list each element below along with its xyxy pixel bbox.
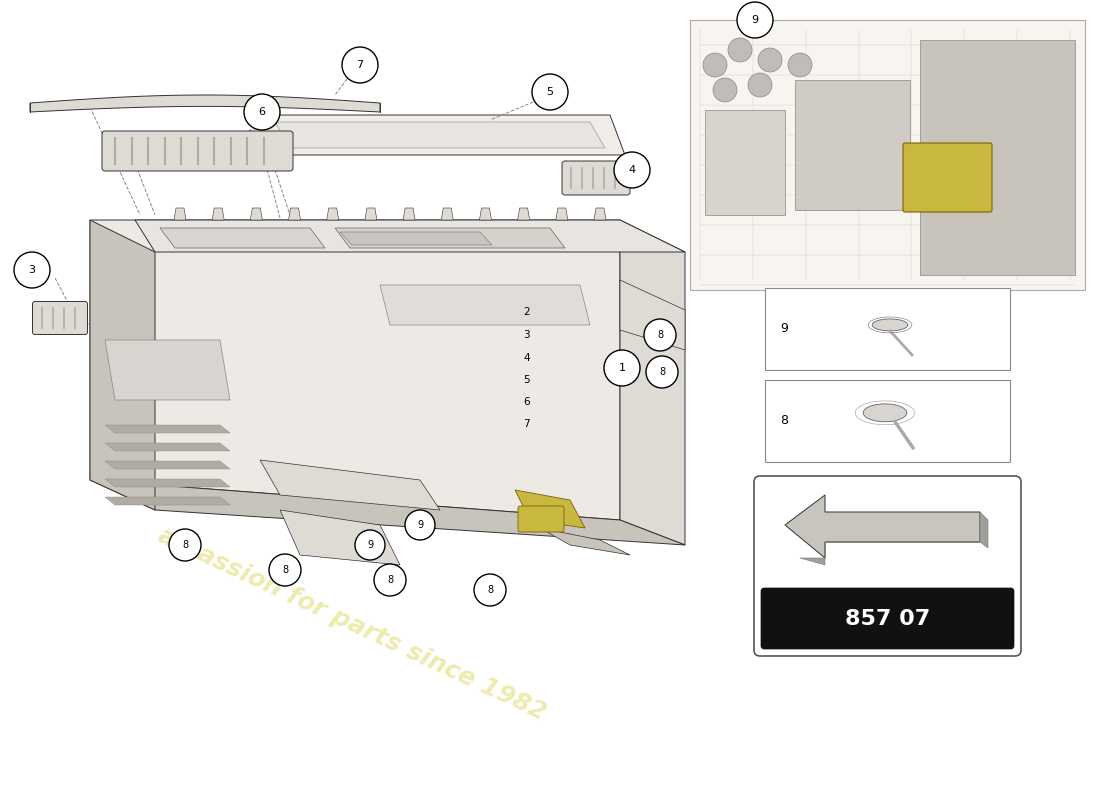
Polygon shape bbox=[864, 404, 907, 422]
Polygon shape bbox=[365, 208, 377, 220]
Circle shape bbox=[14, 252, 50, 288]
Polygon shape bbox=[920, 40, 1075, 275]
Text: 7: 7 bbox=[356, 60, 364, 70]
Polygon shape bbox=[556, 208, 568, 220]
Text: 9: 9 bbox=[751, 15, 759, 25]
Circle shape bbox=[644, 319, 676, 351]
Text: 8: 8 bbox=[487, 585, 493, 595]
Text: a passion for parts since 1982: a passion for parts since 1982 bbox=[154, 523, 550, 725]
Polygon shape bbox=[104, 497, 230, 505]
Text: 2: 2 bbox=[524, 307, 530, 317]
Circle shape bbox=[270, 554, 301, 586]
Polygon shape bbox=[800, 512, 988, 565]
Circle shape bbox=[703, 53, 727, 77]
Circle shape bbox=[737, 2, 773, 38]
Polygon shape bbox=[705, 110, 785, 215]
Polygon shape bbox=[594, 208, 606, 220]
Circle shape bbox=[405, 510, 435, 540]
Polygon shape bbox=[327, 208, 339, 220]
Text: 6: 6 bbox=[524, 397, 530, 407]
Polygon shape bbox=[30, 95, 379, 112]
Polygon shape bbox=[785, 495, 980, 558]
Polygon shape bbox=[104, 425, 230, 433]
FancyBboxPatch shape bbox=[33, 302, 88, 334]
Text: 4: 4 bbox=[628, 165, 636, 175]
FancyBboxPatch shape bbox=[764, 380, 1010, 462]
Polygon shape bbox=[90, 220, 155, 510]
Polygon shape bbox=[620, 280, 685, 350]
FancyBboxPatch shape bbox=[102, 131, 293, 171]
Circle shape bbox=[342, 47, 378, 83]
Text: 6: 6 bbox=[258, 107, 265, 117]
Text: 3: 3 bbox=[29, 265, 35, 275]
Polygon shape bbox=[480, 208, 492, 220]
Polygon shape bbox=[379, 285, 590, 325]
Polygon shape bbox=[104, 479, 230, 487]
Circle shape bbox=[355, 530, 385, 560]
Text: 8: 8 bbox=[387, 575, 393, 585]
Text: 9: 9 bbox=[417, 520, 424, 530]
Text: eto
parts: eto parts bbox=[806, 124, 954, 228]
Circle shape bbox=[614, 152, 650, 188]
Polygon shape bbox=[135, 220, 685, 252]
FancyBboxPatch shape bbox=[690, 20, 1085, 290]
Text: 5: 5 bbox=[524, 375, 530, 385]
Circle shape bbox=[374, 564, 406, 596]
Polygon shape bbox=[518, 208, 529, 220]
Polygon shape bbox=[104, 461, 230, 469]
Polygon shape bbox=[336, 228, 565, 248]
FancyBboxPatch shape bbox=[562, 161, 630, 195]
Text: 8: 8 bbox=[182, 540, 188, 550]
Text: 8: 8 bbox=[657, 330, 663, 340]
Text: 9: 9 bbox=[367, 540, 373, 550]
FancyBboxPatch shape bbox=[754, 476, 1021, 656]
Text: 8: 8 bbox=[659, 367, 666, 377]
Circle shape bbox=[788, 53, 812, 77]
Polygon shape bbox=[174, 208, 186, 220]
Polygon shape bbox=[540, 528, 630, 555]
Circle shape bbox=[646, 356, 678, 388]
Circle shape bbox=[474, 574, 506, 606]
Text: 9: 9 bbox=[780, 322, 788, 335]
Polygon shape bbox=[795, 80, 910, 210]
Circle shape bbox=[604, 350, 640, 386]
Polygon shape bbox=[403, 208, 415, 220]
Text: 5: 5 bbox=[547, 87, 553, 97]
Circle shape bbox=[728, 38, 752, 62]
Polygon shape bbox=[104, 443, 230, 451]
Circle shape bbox=[532, 74, 568, 110]
Text: 3: 3 bbox=[524, 330, 530, 340]
FancyBboxPatch shape bbox=[761, 588, 1014, 649]
Polygon shape bbox=[620, 220, 685, 545]
Polygon shape bbox=[90, 220, 620, 520]
FancyBboxPatch shape bbox=[903, 143, 992, 212]
Text: 7: 7 bbox=[524, 419, 530, 429]
Polygon shape bbox=[160, 228, 324, 248]
Circle shape bbox=[244, 94, 280, 130]
Polygon shape bbox=[340, 232, 492, 245]
Circle shape bbox=[169, 529, 201, 561]
Circle shape bbox=[713, 78, 737, 102]
Polygon shape bbox=[104, 340, 230, 400]
Text: 1: 1 bbox=[618, 363, 626, 373]
Polygon shape bbox=[251, 208, 263, 220]
Polygon shape bbox=[90, 480, 685, 545]
Polygon shape bbox=[441, 208, 453, 220]
FancyBboxPatch shape bbox=[764, 288, 1010, 370]
Polygon shape bbox=[288, 208, 300, 220]
Polygon shape bbox=[255, 115, 625, 155]
Circle shape bbox=[758, 48, 782, 72]
FancyBboxPatch shape bbox=[518, 506, 564, 532]
Circle shape bbox=[748, 73, 772, 97]
Polygon shape bbox=[275, 122, 605, 148]
Polygon shape bbox=[515, 490, 585, 528]
Text: 857 07: 857 07 bbox=[845, 609, 931, 629]
Polygon shape bbox=[280, 510, 400, 565]
Polygon shape bbox=[212, 208, 224, 220]
Text: 8: 8 bbox=[282, 565, 288, 575]
Text: 4: 4 bbox=[524, 353, 530, 363]
Text: 8: 8 bbox=[780, 414, 788, 427]
Polygon shape bbox=[260, 460, 440, 510]
Polygon shape bbox=[872, 319, 908, 331]
